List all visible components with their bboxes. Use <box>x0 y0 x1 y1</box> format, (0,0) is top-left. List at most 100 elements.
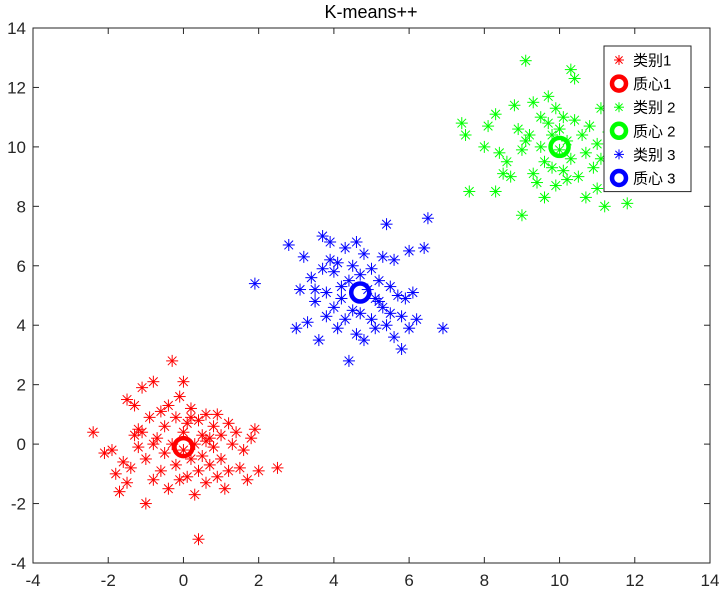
legend-label: 类别1 <box>633 53 671 70</box>
data-point <box>587 161 600 174</box>
data-point <box>320 310 333 323</box>
data-point <box>384 307 397 320</box>
data-point <box>200 435 213 448</box>
data-point <box>215 452 228 465</box>
data-point <box>136 426 149 439</box>
data-point <box>301 316 314 329</box>
data-point <box>230 426 243 439</box>
data-point <box>376 301 389 314</box>
data-point <box>271 461 284 474</box>
x-tick-label: 10 <box>550 571 569 590</box>
data-point <box>542 117 555 130</box>
x-tick-label: 14 <box>701 571 720 590</box>
data-point <box>87 426 100 439</box>
data-point <box>534 140 547 153</box>
data-point <box>248 423 261 436</box>
data-point <box>515 143 528 156</box>
data-point <box>418 241 431 254</box>
data-point <box>200 476 213 489</box>
data-point <box>331 322 344 335</box>
data-point <box>177 375 190 388</box>
data-point <box>388 253 401 266</box>
y-tick-label: 14 <box>7 19 26 38</box>
data-point <box>154 464 167 477</box>
data-point <box>305 271 318 284</box>
data-point <box>124 461 137 474</box>
data-point <box>403 244 416 257</box>
legend-label: 质心 2 <box>633 123 676 140</box>
data-point <box>553 123 566 136</box>
legend-marker-circle <box>609 74 629 93</box>
x-tick-label: 4 <box>329 571 338 590</box>
data-point <box>203 458 216 471</box>
data-point <box>395 310 408 323</box>
data-point <box>290 322 303 335</box>
data-point <box>564 63 577 76</box>
data-point <box>568 72 581 85</box>
y-tick-label: 6 <box>17 257 26 276</box>
data-point <box>568 114 581 127</box>
data-point <box>121 476 134 489</box>
data-point <box>519 134 532 147</box>
data-point <box>598 200 611 213</box>
data-point <box>591 137 604 150</box>
data-point <box>384 280 397 293</box>
data-point <box>591 182 604 195</box>
y-tick-label: -4 <box>11 554 26 573</box>
data-point <box>162 399 175 412</box>
data-point <box>538 155 551 168</box>
data-point <box>354 268 367 281</box>
x-tick-label: 12 <box>625 571 644 590</box>
data-point <box>542 90 555 103</box>
data-point <box>546 161 559 174</box>
legend-marker-asterisk <box>614 149 624 160</box>
data-point <box>154 405 167 418</box>
data-point <box>312 334 325 347</box>
data-point <box>158 447 171 460</box>
x-tick-label: -2 <box>101 571 116 590</box>
data-point <box>579 191 592 204</box>
data-point <box>143 411 156 424</box>
data-point <box>252 464 265 477</box>
x-tick-label: 6 <box>404 571 413 590</box>
data-point <box>406 286 419 299</box>
data-point <box>489 185 502 198</box>
data-point <box>519 54 532 67</box>
data-point <box>169 458 182 471</box>
data-point <box>335 292 348 305</box>
series-4 <box>248 212 449 367</box>
data-point <box>309 283 322 296</box>
data-point <box>497 167 510 180</box>
data-point <box>373 274 386 287</box>
data-point <box>207 420 220 433</box>
data-point <box>192 533 205 546</box>
data-point <box>459 129 472 141</box>
data-point <box>346 259 359 272</box>
legend: 类别1 质心1 类别 2 质心 2 类别 3 质心 3 <box>603 45 692 193</box>
data-point <box>316 230 329 243</box>
data-point <box>564 152 577 165</box>
data-point <box>147 375 160 388</box>
y-tick-label: 4 <box>17 316 26 335</box>
data-point <box>380 218 393 231</box>
data-point <box>316 262 329 275</box>
centroid-marker <box>172 435 195 459</box>
data-point <box>339 241 352 254</box>
data-point <box>132 441 145 454</box>
legend-marker-asterisk <box>614 102 624 113</box>
data-point <box>350 328 363 341</box>
data-point <box>109 467 122 480</box>
data-point <box>482 120 495 133</box>
data-point <box>136 381 149 394</box>
data-point <box>527 96 540 109</box>
x-axis: -4 -2 0 2 4 6 8 10 12 14 <box>25 28 719 590</box>
data-point <box>196 450 209 462</box>
data-point <box>211 408 224 421</box>
data-point <box>421 212 434 225</box>
data-point <box>117 455 130 468</box>
series-5 <box>348 281 372 304</box>
data-point <box>188 488 201 501</box>
data-point <box>147 473 160 486</box>
data-point <box>147 438 160 451</box>
